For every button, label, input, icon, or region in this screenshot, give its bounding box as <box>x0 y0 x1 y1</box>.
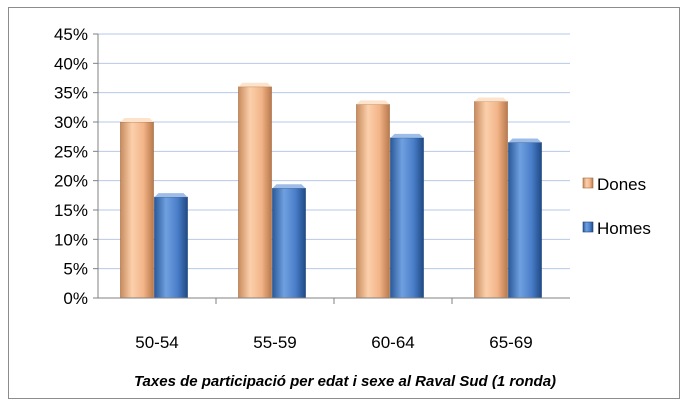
legend-swatch-homes <box>582 221 594 233</box>
bar-homes <box>508 142 542 299</box>
legend: Dones Homes <box>582 175 651 238</box>
bar-top-homes <box>508 138 542 143</box>
bar-homes <box>154 196 188 299</box>
bar-homes <box>272 187 306 299</box>
x-category-label: 50-54 <box>135 333 178 352</box>
bar-top-homes <box>154 193 188 198</box>
bar-top-dones <box>474 97 508 102</box>
y-tick-label: 40% <box>54 54 88 73</box>
y-tick-label: 0% <box>63 289 88 308</box>
legend-label-dones: Dones <box>597 175 646 194</box>
bar-top-homes <box>390 133 424 138</box>
x-category-label: 65-69 <box>489 333 532 352</box>
y-tick-label: 10% <box>54 230 88 249</box>
y-tick-label: 45% <box>54 25 88 44</box>
bar-top-dones <box>120 118 154 122</box>
bar-dones <box>238 86 272 299</box>
bars <box>120 82 542 299</box>
y-tick-label: 15% <box>54 201 88 220</box>
bar-dones <box>474 101 508 299</box>
y-axis: 0% 5% 10% 15% 20% 25% 30% 35% 40% 45% <box>54 25 99 308</box>
y-tick-label: 30% <box>54 113 88 132</box>
y-tick-label: 5% <box>63 260 88 279</box>
legend-label-homes: Homes <box>597 219 651 238</box>
x-axis: 50-54 55-59 60-64 65-69 <box>98 297 570 352</box>
chart-frame <box>8 7 680 399</box>
legend-swatch-dones <box>582 177 594 189</box>
y-tick-label: 20% <box>54 172 88 191</box>
bar-homes <box>390 137 424 299</box>
bar-top-dones <box>238 82 272 87</box>
bar-top-homes <box>272 184 306 189</box>
y-tick-label: 35% <box>54 84 88 103</box>
bar-top-dones <box>356 100 390 105</box>
x-category-label: 55-59 <box>253 333 296 352</box>
y-tick-label: 25% <box>54 142 88 161</box>
chart-title: Taxes de participació per edat i sexe al… <box>134 373 556 390</box>
bar-dones <box>356 104 390 299</box>
x-category-label: 60-64 <box>371 333 414 352</box>
bar-dones <box>120 121 154 299</box>
